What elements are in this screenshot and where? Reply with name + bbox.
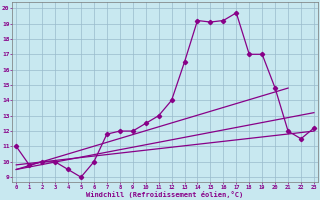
X-axis label: Windchill (Refroidissement éolien,°C): Windchill (Refroidissement éolien,°C) [86,191,244,198]
